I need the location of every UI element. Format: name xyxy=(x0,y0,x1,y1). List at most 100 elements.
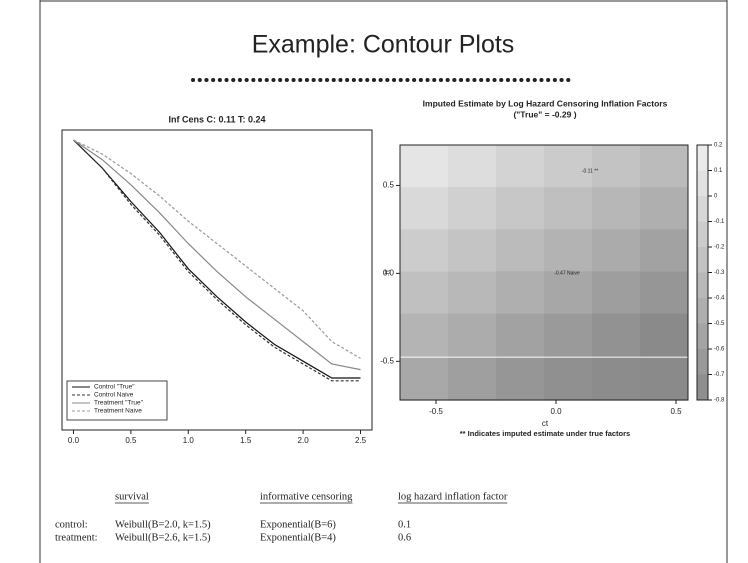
contour-cell xyxy=(640,229,689,273)
colorbar-segment xyxy=(697,221,708,247)
colorbar-label: -0.7 xyxy=(714,372,725,378)
colorbar-label: -0.3 xyxy=(714,270,725,276)
x-tick-label: 0.5 xyxy=(670,407,682,416)
colorbar-segment xyxy=(697,145,708,171)
colorbar-segment xyxy=(697,349,708,375)
plot-frame xyxy=(61,129,373,431)
colorbar-segment xyxy=(697,323,708,349)
contour-cell xyxy=(448,271,497,315)
contour-cell xyxy=(640,271,689,315)
contour-cell xyxy=(496,229,545,273)
y-tick-label: 0.5 xyxy=(383,181,395,190)
table-cell: Weibull(B=2.6, k=1.5) xyxy=(115,532,211,543)
colorbar-segment xyxy=(697,247,708,273)
contour-cell xyxy=(544,313,593,357)
x-tick-label: -0.5 xyxy=(429,407,443,416)
legend-label: Treatment "True" xyxy=(94,400,144,407)
colorbar-label: -0.8 xyxy=(714,398,725,404)
legend-box xyxy=(66,380,168,421)
contour-cell xyxy=(592,313,641,357)
contour-cell xyxy=(496,271,545,315)
survival-curve xyxy=(73,139,361,371)
x-tick-label: 0.0 xyxy=(550,407,562,416)
y-tick-label: 0.0 xyxy=(383,268,395,277)
contour-cell xyxy=(640,187,689,231)
contour-cell xyxy=(640,144,689,188)
footnote: ** Indicates imputed estimate under true… xyxy=(460,429,630,438)
contour-cell xyxy=(400,187,449,231)
contour-cell xyxy=(448,357,497,401)
contour-cell xyxy=(496,357,545,401)
contour-cell xyxy=(400,229,449,273)
colorbar-label: -0.5 xyxy=(714,321,725,327)
column-header: informative censoring xyxy=(260,491,353,502)
colorbar-label: 0 xyxy=(714,194,718,200)
legend-label: Treatment Naive xyxy=(94,408,142,415)
chart-title: Inf Cens C: 0.11 T: 0.24 xyxy=(168,114,265,124)
contour-cell xyxy=(496,187,545,231)
colorbar-label: 0.1 xyxy=(714,168,723,174)
survival-curve xyxy=(73,139,361,359)
contour-cell xyxy=(544,144,593,188)
colorbar-label: -0.2 xyxy=(714,245,725,251)
survival-curve xyxy=(73,139,361,379)
contour-cell xyxy=(496,313,545,357)
y-tick-label: -0.5 xyxy=(380,356,394,365)
x-tick-label: 0.5 xyxy=(125,436,137,445)
x-tick-label: 2.5 xyxy=(355,436,367,445)
contour-cell xyxy=(400,144,449,188)
table-cell: Exponential(B=4) xyxy=(260,532,336,543)
table-cell: Exponential(B=6) xyxy=(260,519,336,530)
colorbar-segment xyxy=(697,374,708,400)
table-cell: treatment: xyxy=(55,532,98,543)
contour-cell xyxy=(592,229,641,273)
colorbar-segment xyxy=(697,272,708,298)
colorbar-label: -0.4 xyxy=(714,296,725,302)
contour-cell xyxy=(448,229,497,273)
contour-cell xyxy=(592,357,641,401)
contour-cell xyxy=(544,357,593,401)
contour-cell xyxy=(448,187,497,231)
plot-frame xyxy=(399,144,689,401)
x-tick-label: 1.5 xyxy=(240,436,252,445)
chart-subtitle: ("True" = -0.29 ) xyxy=(513,109,576,119)
colorbar-segment xyxy=(697,170,708,196)
slide-title: Example: Contour Plots xyxy=(252,31,515,59)
column-header: log hazard inflation factor xyxy=(398,491,508,502)
table-cell: 0.1 xyxy=(398,519,411,530)
table-cell: Weibull(B=2.0, k=1.5) xyxy=(115,519,211,530)
table-cell: 0.6 xyxy=(398,532,411,543)
chart-title: Imputed Estimate by Log Hazard Censoring… xyxy=(423,98,668,108)
contour-cell xyxy=(400,271,449,315)
annotation: -0.47 Naive xyxy=(554,270,580,276)
x-axis-label: ct xyxy=(542,419,549,428)
colorbar-label: -0.1 xyxy=(714,219,725,225)
colorbar-segment xyxy=(697,196,708,222)
survival-curve xyxy=(73,139,361,382)
colorbar-frame xyxy=(696,144,709,401)
legend-label: Control Naive xyxy=(94,392,134,399)
contour-cell xyxy=(592,271,641,315)
colorbar-label: -0.6 xyxy=(714,347,725,353)
contour-cell xyxy=(496,144,545,188)
x-tick-label: 0.0 xyxy=(68,436,80,445)
contour-cell xyxy=(592,187,641,231)
x-tick-label: 2.0 xyxy=(298,436,310,445)
contour-cell xyxy=(592,144,641,188)
legend-label: Control "True" xyxy=(94,384,135,391)
column-header: survival xyxy=(115,491,149,502)
contour-cell xyxy=(544,229,593,273)
y-axis-label: tt xyxy=(383,269,392,274)
contour-cell xyxy=(448,313,497,357)
colorbar-label: 0.2 xyxy=(714,143,723,149)
contour-cell xyxy=(544,271,593,315)
contour-cell xyxy=(640,313,689,357)
contour-cell xyxy=(544,187,593,231)
contour-cell xyxy=(400,313,449,357)
contour-cell xyxy=(640,357,689,401)
colorbar-segment xyxy=(697,298,708,324)
x-tick-label: 1.0 xyxy=(183,436,195,445)
annotation: -0.11 ** xyxy=(582,168,598,174)
